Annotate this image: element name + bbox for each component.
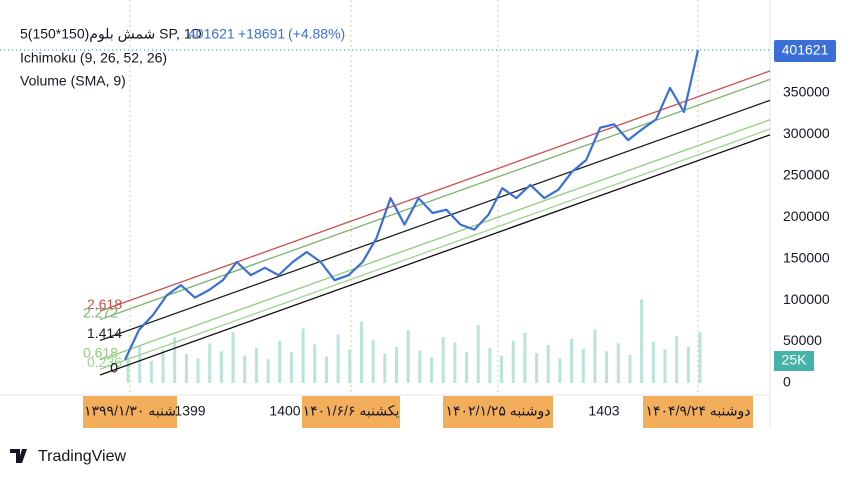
- volume-bar: [266, 359, 270, 383]
- volume-bar: [640, 299, 644, 383]
- volume-bar: [511, 340, 515, 383]
- x-tick-label: 1403: [588, 403, 619, 419]
- volume-bar: [453, 342, 457, 383]
- volume-bar: [570, 339, 574, 383]
- volume-bar: [581, 348, 585, 383]
- date-label: شنبه ۱۳۹۹/۱/۳۰: [84, 403, 176, 419]
- volume-bar: [593, 329, 597, 383]
- volume-bar: [161, 349, 165, 383]
- fib-line: [99, 78, 771, 321]
- volume-bar: [663, 349, 667, 383]
- chart-title: 5(150*150)شمش بلوم SP, 1D: [20, 26, 202, 43]
- volume-bar: [651, 341, 655, 383]
- volume-bar: [348, 349, 352, 383]
- fib-label: 2.272: [83, 304, 118, 320]
- volume-badge: [774, 351, 814, 371]
- volume-bar: [500, 355, 504, 383]
- volume-bar: [675, 336, 679, 383]
- y-tick-label: 150000: [783, 249, 830, 265]
- volume-bar: [476, 324, 480, 383]
- date-badge: [443, 396, 553, 428]
- volume-bar: [336, 334, 340, 383]
- volume-bar: [184, 353, 188, 383]
- date-label: دوشنبه ۱۴۰۴/۹/۲۴: [646, 403, 751, 420]
- y-tick-label: 100000: [783, 291, 830, 307]
- volume-bar: [126, 356, 130, 383]
- volume-bar: [383, 353, 387, 383]
- y-tick-label: 250000: [783, 166, 830, 182]
- fib-line: [99, 70, 771, 312]
- volume-tick-label: 25K: [782, 352, 808, 368]
- fib-label: 2.618: [87, 296, 122, 312]
- volume-bar: [254, 347, 258, 383]
- volume-bar: [406, 330, 410, 383]
- fib-line: [99, 99, 771, 342]
- indicator: Ichimoku (9, 26, 52, 26): [20, 50, 167, 66]
- volume-bar: [616, 343, 620, 383]
- fib-line: [99, 134, 771, 376]
- fib-label: 0.236: [87, 354, 122, 370]
- fib-line: [99, 119, 771, 361]
- volume-bar: [138, 346, 142, 383]
- date-badge: [302, 396, 400, 428]
- volume-bar: [523, 332, 527, 383]
- volume-bar: [359, 321, 363, 383]
- volume-bar: [628, 354, 632, 383]
- date-label: دوشنبه ۱۴۰۲/۱/۲۵: [446, 403, 551, 420]
- y-tick-label: 50000: [783, 332, 822, 348]
- volume-bar: [149, 361, 153, 383]
- indicator: Volume (SMA, 9): [20, 73, 126, 89]
- volume-bar: [488, 347, 492, 383]
- brand: TradingView: [38, 448, 126, 465]
- volume-bar: [558, 358, 562, 383]
- volume-bar: [196, 358, 200, 383]
- volume-bar: [371, 339, 375, 383]
- price-badge: [774, 40, 836, 62]
- price-badge-label: 401621: [782, 42, 829, 58]
- volume-bar: [324, 356, 328, 383]
- price-line: [124, 49, 700, 361]
- volume-bar: [243, 355, 247, 383]
- volume-bar: [698, 331, 702, 383]
- volume-bar: [301, 328, 305, 383]
- date-badge: [643, 396, 753, 428]
- volume-bar: [535, 353, 539, 383]
- volume-bar: [173, 337, 177, 383]
- volume-bar: [465, 352, 469, 383]
- volume-bar: [605, 351, 609, 383]
- volume-bar: [231, 331, 235, 383]
- volume-bar: [278, 340, 282, 383]
- change: +18691: [238, 26, 285, 42]
- last-price: 401621: [188, 26, 235, 42]
- volume-bar: [686, 346, 690, 383]
- volume-bar: [289, 352, 293, 383]
- volume-bar: [219, 351, 223, 383]
- y-tick-label: 350000: [783, 84, 830, 100]
- date-badge: [83, 396, 177, 428]
- y-tick-label: 0: [783, 374, 791, 390]
- volume-bar: [430, 357, 434, 383]
- x-tick-label: 1399: [174, 403, 205, 419]
- date-label: یکشنبه ۱۴۰۱/۶/۶: [303, 403, 400, 419]
- volume-bar: [418, 350, 422, 383]
- fib-label: 0.618: [83, 345, 118, 361]
- y-tick-label: 300000: [783, 125, 830, 141]
- volume-bar: [546, 345, 550, 383]
- fib-line: [99, 128, 771, 370]
- y-tick-label: 200000: [783, 208, 830, 224]
- volume-bar: [313, 344, 317, 383]
- volume-bar: [441, 337, 445, 383]
- volume-bar: [394, 346, 398, 383]
- fib-label: 0: [110, 360, 118, 376]
- fib-label: 1.414: [87, 325, 122, 341]
- logo: [10, 449, 27, 463]
- x-tick-label: 1400: [269, 403, 300, 419]
- volume-bar: [208, 343, 212, 383]
- change-percent: (+4.88%): [288, 26, 345, 42]
